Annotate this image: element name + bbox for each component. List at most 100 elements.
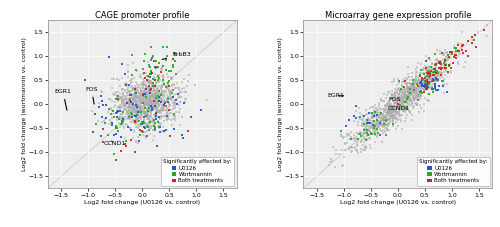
Point xyxy=(388,96,396,100)
Point xyxy=(144,115,152,119)
Point xyxy=(174,86,182,89)
Point xyxy=(114,111,122,115)
Point xyxy=(390,110,398,114)
Point xyxy=(146,122,154,125)
Point xyxy=(370,105,378,109)
Point xyxy=(326,160,334,164)
Point xyxy=(152,59,160,62)
Point xyxy=(169,63,177,67)
Point xyxy=(150,106,158,110)
Point xyxy=(118,115,126,119)
Point xyxy=(422,87,430,91)
Point xyxy=(418,84,426,88)
Point xyxy=(144,98,152,102)
Point xyxy=(152,112,160,115)
Point xyxy=(125,105,133,109)
Point xyxy=(122,115,130,119)
Point xyxy=(398,101,406,105)
Point xyxy=(396,114,404,118)
Point xyxy=(392,101,400,104)
Point xyxy=(383,115,391,119)
Point xyxy=(416,81,424,84)
Point xyxy=(132,117,140,120)
Point xyxy=(146,104,154,107)
Point xyxy=(154,80,162,84)
Point xyxy=(366,120,374,124)
Point xyxy=(440,83,448,86)
Point xyxy=(373,113,381,116)
Point xyxy=(378,119,386,123)
Point xyxy=(420,109,428,113)
Point xyxy=(140,105,148,108)
Point xyxy=(156,110,164,113)
Point xyxy=(120,97,128,101)
Point xyxy=(425,92,433,96)
Point xyxy=(388,94,396,97)
Point xyxy=(418,78,426,82)
Point xyxy=(364,132,372,136)
Point xyxy=(132,102,140,106)
Point xyxy=(132,91,140,95)
Point xyxy=(360,124,368,128)
Point xyxy=(116,109,124,113)
Point xyxy=(375,101,383,104)
Point xyxy=(117,150,125,153)
Point xyxy=(392,98,400,102)
Point xyxy=(141,130,149,134)
Point xyxy=(383,112,391,116)
Point xyxy=(134,102,141,105)
Point xyxy=(124,86,132,90)
Point xyxy=(395,86,403,90)
Point xyxy=(143,107,151,111)
Point xyxy=(405,86,413,90)
Point xyxy=(418,90,426,94)
Point xyxy=(407,93,415,97)
Point xyxy=(410,99,418,102)
Point xyxy=(144,92,152,96)
Point xyxy=(395,92,403,96)
Point xyxy=(416,73,424,77)
Point xyxy=(372,112,380,116)
Point xyxy=(168,78,175,81)
Point xyxy=(172,86,180,90)
Point xyxy=(404,87,411,91)
Point xyxy=(138,112,146,116)
Point xyxy=(154,90,162,94)
Point xyxy=(406,92,414,96)
Point xyxy=(454,44,462,47)
Point xyxy=(417,62,425,66)
Point xyxy=(452,47,460,51)
Point xyxy=(150,100,158,104)
Point xyxy=(426,80,434,84)
Point xyxy=(158,109,166,113)
Point xyxy=(376,107,384,110)
Point xyxy=(134,95,141,98)
Point xyxy=(148,81,156,84)
Point xyxy=(130,104,138,107)
Point xyxy=(369,124,377,128)
Point xyxy=(152,81,160,84)
Point xyxy=(421,84,429,88)
Point xyxy=(364,124,372,127)
Point xyxy=(403,113,411,117)
Point xyxy=(389,110,397,114)
Legend: U0126, Wortmannin, Both treatments: U0126, Wortmannin, Both treatments xyxy=(161,157,234,186)
Point xyxy=(146,76,154,79)
Point xyxy=(399,110,407,113)
Point xyxy=(390,119,398,123)
Point xyxy=(346,118,354,122)
Point xyxy=(160,99,168,103)
Point xyxy=(137,108,145,111)
Point xyxy=(140,103,148,107)
Point xyxy=(396,107,404,110)
Point xyxy=(406,83,414,87)
Point xyxy=(422,68,430,71)
Point xyxy=(120,103,128,107)
Point xyxy=(114,98,122,101)
Point xyxy=(144,80,152,84)
Point xyxy=(152,98,160,101)
Point xyxy=(146,102,154,106)
Point xyxy=(420,80,428,84)
Point xyxy=(374,125,382,129)
Point xyxy=(100,103,108,106)
